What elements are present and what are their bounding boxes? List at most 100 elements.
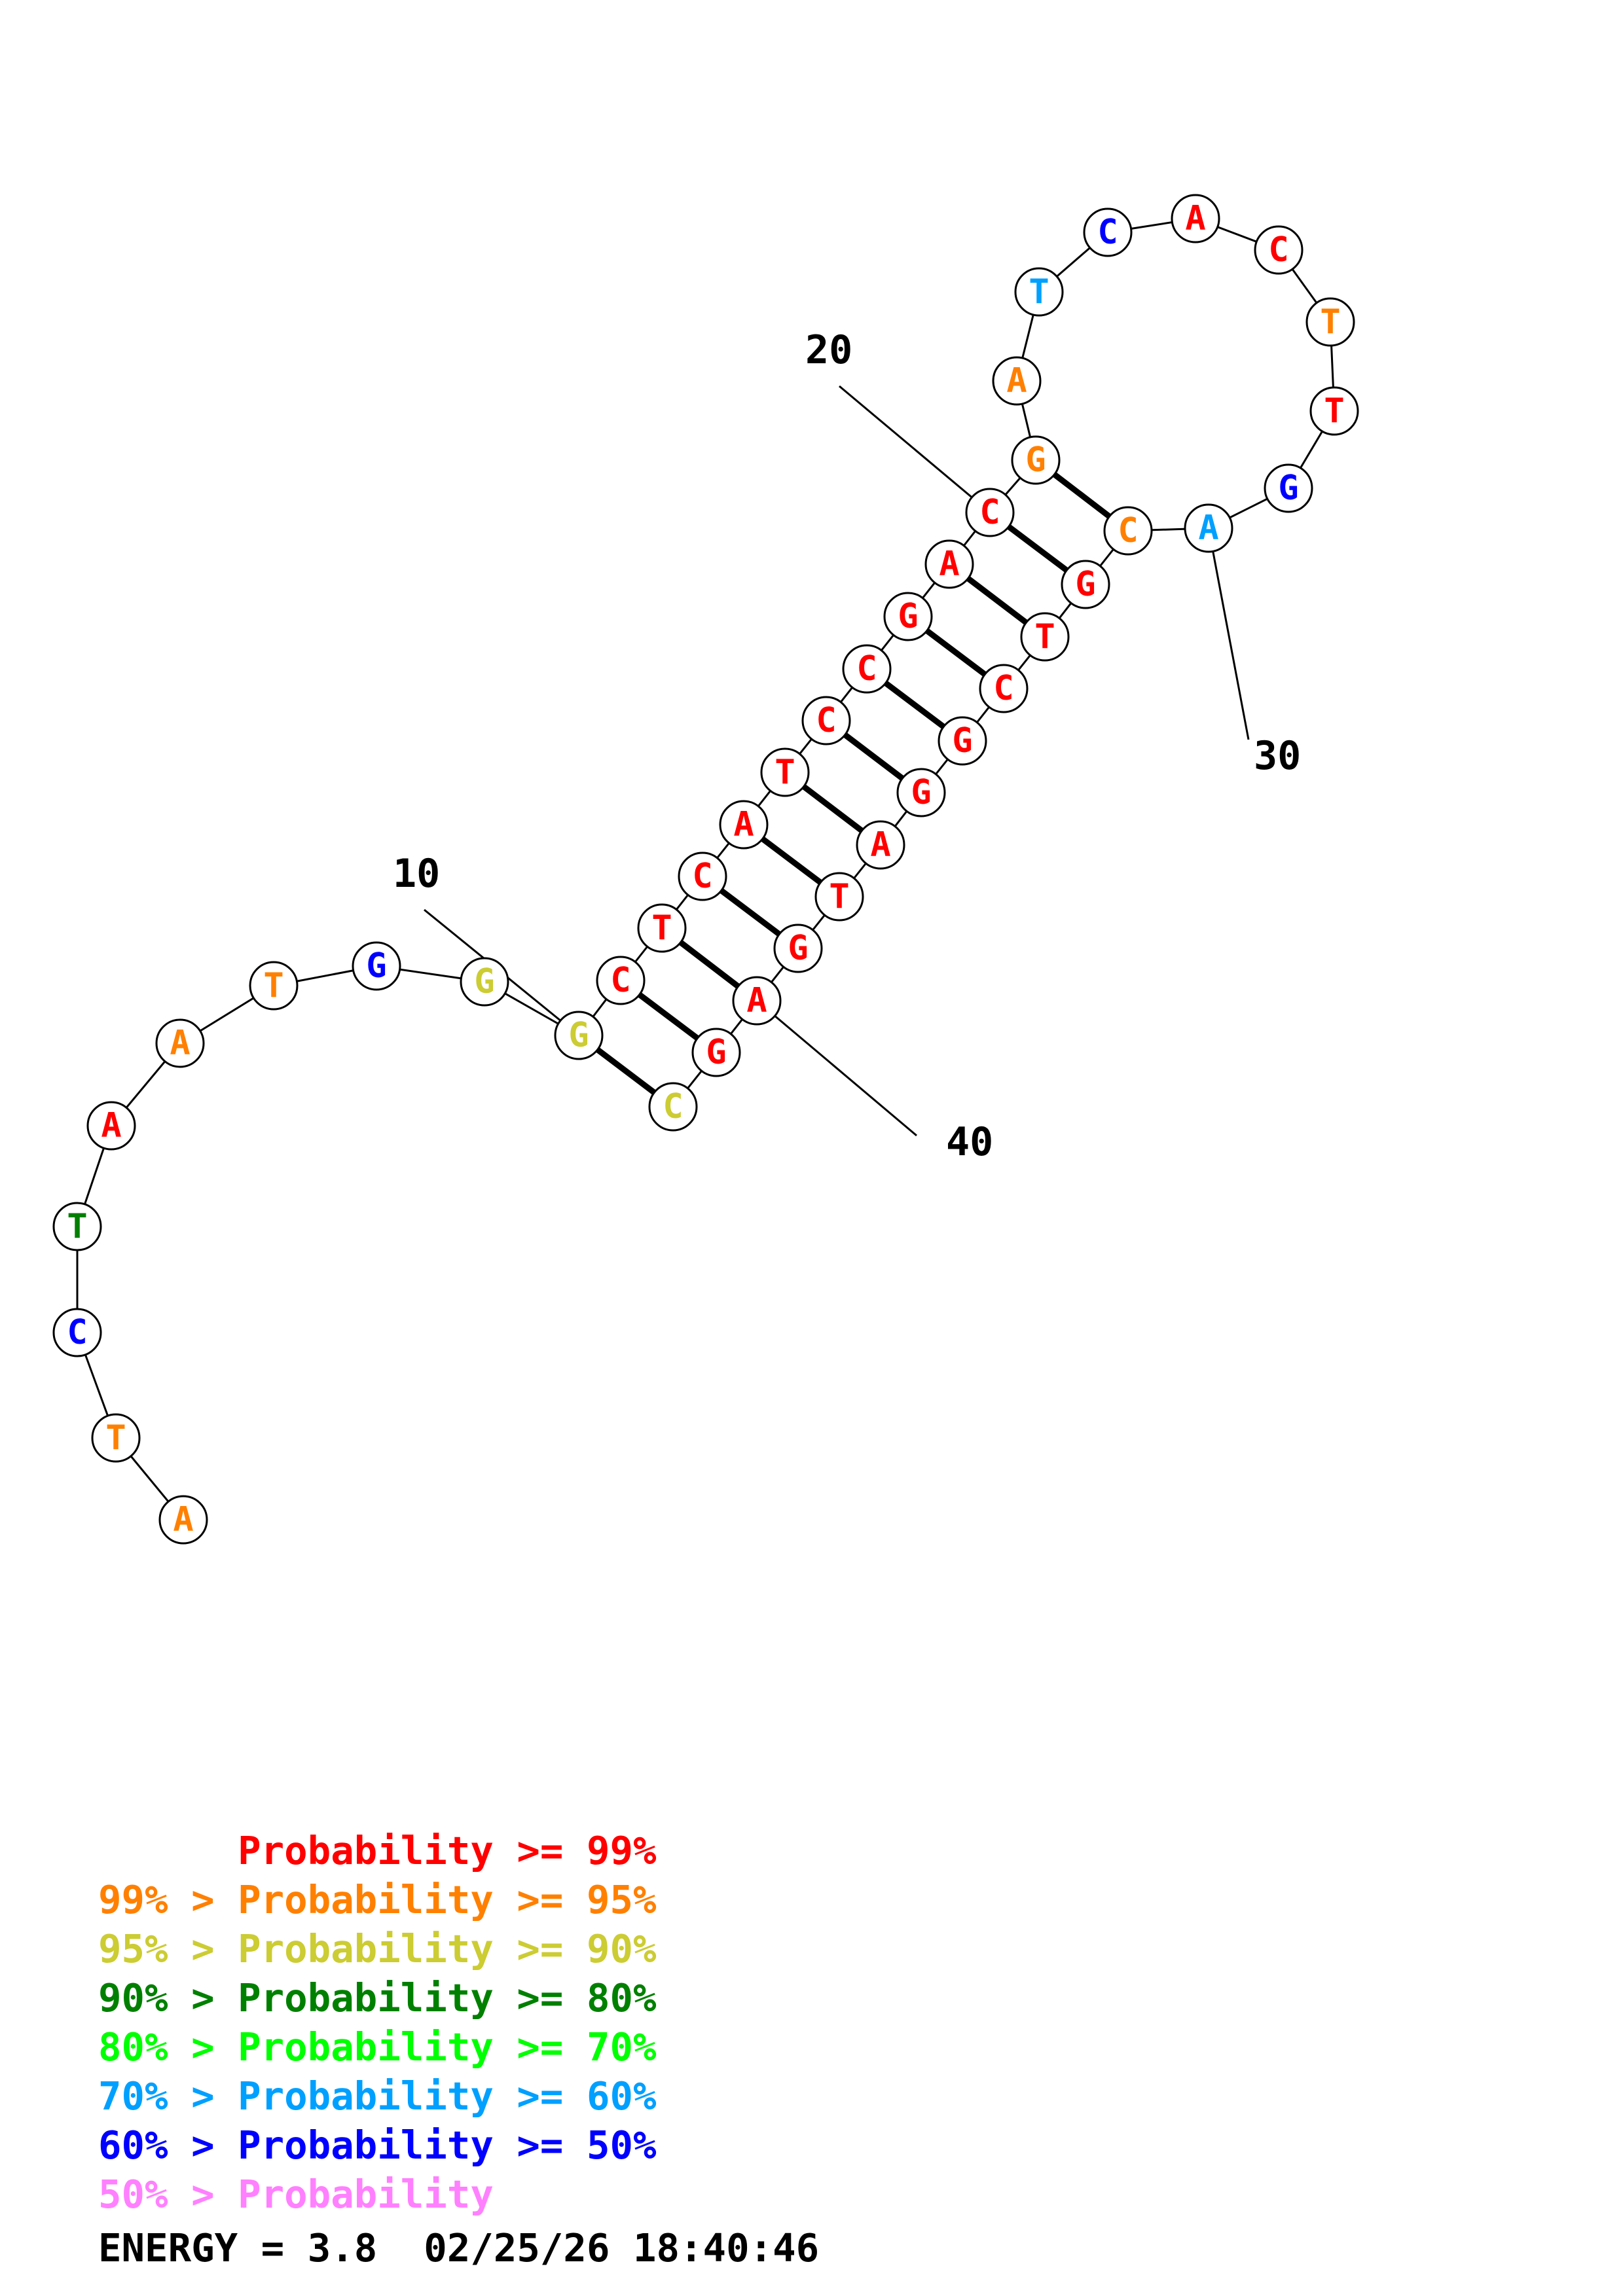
nucleotide-10: G bbox=[554, 1011, 604, 1060]
nucleotide-circle bbox=[924, 539, 974, 589]
nucleotide-base: C bbox=[663, 1087, 683, 1126]
base-pair-bond bbox=[801, 784, 864, 833]
base-pair-bond bbox=[761, 836, 822, 885]
nucleotide-19: A bbox=[924, 539, 974, 589]
position-label: 10 bbox=[393, 851, 440, 897]
base-pair-bond bbox=[720, 888, 781, 937]
nucleotide-7: T bbox=[249, 961, 299, 1011]
nucleotide-37: A bbox=[856, 820, 905, 870]
nucleotide-30: A bbox=[1184, 503, 1233, 553]
nucleotide-4: T bbox=[52, 1202, 102, 1251]
nucleotide-base: C bbox=[979, 493, 1000, 532]
nucleotide-base: T bbox=[1029, 272, 1049, 312]
nucleotide-base: G bbox=[898, 597, 918, 636]
nucleotide-base: A bbox=[939, 545, 959, 584]
nucleotide-circle bbox=[1083, 207, 1133, 257]
legend-entry: 70% > Probability >= 60% bbox=[98, 2073, 657, 2119]
position-leaders bbox=[424, 385, 1250, 1137]
base-pair-bond bbox=[884, 681, 945, 729]
position-labels: 10 20 30 40 bbox=[393, 327, 1301, 1165]
nucleotide-base: C bbox=[1118, 511, 1138, 550]
nucleotide-18: G bbox=[883, 592, 933, 641]
base-pair-bond bbox=[1007, 524, 1068, 573]
nucleotide-circle bbox=[1020, 612, 1070, 662]
nucleotide-circle bbox=[554, 1011, 604, 1060]
nucleotide-32: G bbox=[1061, 560, 1110, 609]
nucleotide-42: C bbox=[648, 1082, 698, 1132]
nucleotide-circle bbox=[52, 1202, 102, 1251]
nucleotide-base: T bbox=[1034, 617, 1055, 656]
nucleotide-39: G bbox=[773, 924, 823, 973]
nucleotide-20: C bbox=[965, 488, 1015, 537]
nucleotide-17: C bbox=[842, 644, 892, 694]
nucleotide-circle bbox=[678, 852, 727, 901]
legend-entry: Probability >= 99% bbox=[98, 1828, 657, 1873]
nucleotide-circle bbox=[637, 903, 687, 953]
nucleotide-40: A bbox=[732, 976, 782, 1026]
nucleotide-base: T bbox=[775, 753, 795, 792]
energy-timestamp: ENERGY = 3.8 02/25/26 18:40:46 bbox=[98, 2225, 820, 2270]
nucleotide-base: A bbox=[101, 1106, 121, 1145]
nucleotide-base: A bbox=[746, 981, 767, 1020]
nucleotide-36: G bbox=[896, 768, 946, 817]
nucleotide-35: G bbox=[938, 716, 987, 766]
position-leader bbox=[839, 385, 991, 514]
nucleotide-22: A bbox=[992, 356, 1042, 406]
nucleotide-9: G bbox=[460, 957, 509, 1007]
base-pair-bond bbox=[638, 992, 699, 1041]
nucleotide-26: C bbox=[1254, 225, 1304, 275]
nucleotide-circle bbox=[1103, 506, 1153, 556]
nucleotide-base: T bbox=[105, 1418, 126, 1458]
base-pair-bond bbox=[595, 1047, 657, 1095]
nucleotide-circle bbox=[773, 924, 823, 973]
nucleotide-circle bbox=[896, 768, 946, 817]
nucleotide-base: T bbox=[1320, 302, 1340, 342]
nucleotide-base: A bbox=[733, 805, 754, 844]
position-leader bbox=[756, 999, 917, 1137]
nucleotide-circle bbox=[856, 820, 905, 870]
nucleotide-base: C bbox=[67, 1313, 87, 1352]
base-pair-bond bbox=[678, 940, 740, 989]
nucleotide-base: T bbox=[651, 908, 672, 948]
nucleotide-38: T bbox=[814, 872, 864, 922]
nucleotide-circle bbox=[1011, 435, 1061, 485]
nucleotide-circle bbox=[992, 356, 1042, 406]
nucleotide-circle bbox=[979, 664, 1029, 713]
legend-entry: 60% > Probability >= 50% bbox=[98, 2123, 657, 2168]
nucleotide-base: A bbox=[870, 825, 890, 865]
nucleotide-base: A bbox=[1006, 361, 1027, 401]
nucleotide-base: G bbox=[911, 773, 931, 812]
nucleotide-circle bbox=[1014, 267, 1064, 317]
legend-entry: 80% > Probability >= 70% bbox=[98, 2024, 657, 2070]
nucleotide-circle bbox=[842, 644, 892, 694]
nucleotide-circle bbox=[91, 1413, 141, 1463]
nucleotide-base: A bbox=[1198, 509, 1218, 548]
nucleotide-29: G bbox=[1264, 463, 1313, 513]
nucleotide-base: A bbox=[1185, 199, 1205, 238]
nucleotide-base: G bbox=[1075, 565, 1095, 604]
nucleotide-base: C bbox=[610, 961, 630, 1000]
nucleotide-15: T bbox=[760, 747, 810, 797]
nucleotide-base: C bbox=[856, 649, 877, 689]
nucleotide-3: C bbox=[52, 1308, 102, 1357]
nucleotide-13: C bbox=[678, 852, 727, 901]
nucleotide-base: G bbox=[1025, 440, 1046, 480]
nucleotide-circle bbox=[460, 957, 509, 1007]
nucleotide-23: T bbox=[1014, 267, 1064, 317]
nucleotide-circle bbox=[1309, 386, 1359, 436]
nucleotide-circle bbox=[86, 1101, 136, 1151]
nucleotide-base: A bbox=[170, 1024, 190, 1063]
nucleotide-34: C bbox=[979, 664, 1029, 713]
nucleotide-circle bbox=[691, 1028, 741, 1077]
position-leader bbox=[1207, 528, 1250, 740]
nucleotide-16: C bbox=[801, 696, 851, 745]
nucleotide-circle bbox=[648, 1082, 698, 1132]
nucleotide-circle bbox=[801, 696, 851, 745]
nucleotide-base: G bbox=[568, 1016, 589, 1055]
nucleotide-6: A bbox=[155, 1018, 205, 1068]
nucleotide-base: G bbox=[366, 946, 386, 986]
nucleotide-base: T bbox=[67, 1207, 87, 1246]
nucleotide-circle bbox=[155, 1018, 205, 1068]
